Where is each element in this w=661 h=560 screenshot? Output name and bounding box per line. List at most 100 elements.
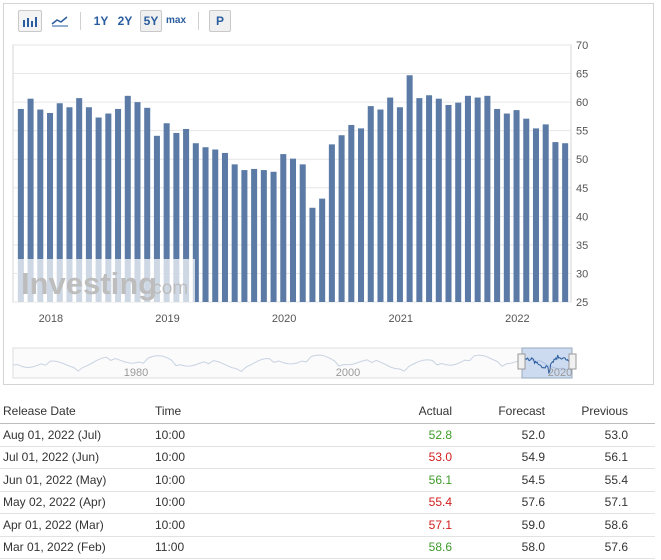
range-5y-button[interactable]: 5Y	[140, 10, 162, 32]
navigator	[12, 347, 573, 379]
bar	[455, 102, 462, 302]
bar	[387, 97, 394, 302]
x-tick-label: 2020	[272, 313, 296, 325]
range-2y-button[interactable]: 2Y	[117, 14, 133, 28]
time-cell: 10:00	[155, 472, 186, 487]
bar	[309, 207, 316, 302]
bar	[484, 95, 491, 302]
y-tick-label: 40	[576, 211, 588, 223]
bar	[474, 97, 481, 302]
bar	[377, 109, 384, 302]
bar	[299, 164, 306, 302]
bar	[523, 118, 530, 302]
y-tick-label: 60	[576, 97, 588, 109]
actual-cell: 57.1	[428, 517, 452, 532]
chart-panel: 1Y 2Y 5Y max P 25 30 35 40 45 50 55 60 65 70 2018 2…	[3, 3, 654, 385]
bar	[251, 168, 258, 302]
y-tick-label: 65	[576, 69, 588, 81]
y-tick-label: 30	[576, 268, 588, 280]
navigator-selection-trace	[521, 354, 573, 375]
forecast-cell: 52.0	[521, 427, 545, 442]
release-date-cell: Apr 01, 2022 (Mar)	[3, 517, 104, 532]
navigator-trace	[12, 354, 573, 373]
bar	[416, 98, 423, 302]
x-tick-label: 2019	[155, 313, 179, 325]
bar	[27, 98, 34, 302]
forecast-cell: 54.5	[521, 472, 545, 487]
header-forecast[interactable]: Forecast	[498, 404, 545, 418]
header-previous[interactable]: Previous	[581, 404, 628, 418]
bar-chart-type-button[interactable]	[18, 10, 42, 32]
bar	[260, 170, 267, 302]
watermark-brand: Investing	[21, 266, 157, 301]
table-row: May 02, 2022 (Apr) 10:00 55.4 57.6 57.1	[0, 492, 655, 514]
header-time[interactable]: Time	[155, 404, 182, 418]
bar	[66, 107, 73, 302]
y-tick-label: 25	[576, 297, 588, 309]
bar	[406, 75, 413, 302]
bar	[562, 143, 569, 302]
release-date-cell: Mar 01, 2022 (Feb)	[3, 540, 106, 555]
previous-cell: 58.6	[604, 517, 628, 532]
bar	[338, 135, 345, 302]
watermark-suffix: .com	[147, 278, 188, 299]
bar	[367, 106, 374, 302]
range-max-button[interactable]: max	[165, 15, 186, 26]
bar	[192, 143, 199, 302]
bar	[464, 95, 471, 302]
table-row: Mar 01, 2022 (Feb) 11:00 58.6 58.0 57.6	[0, 537, 655, 559]
navigator-right-handle	[568, 353, 577, 370]
previous-cell: 56.1	[604, 450, 628, 465]
bar	[173, 132, 180, 302]
bar-chart-icon	[23, 17, 37, 27]
chart-canvas: 25 30 35 40 45 50 55 60 65 70 2018 2019 2020 2021 2022…	[12, 40, 588, 379]
forecast-cell: 57.6	[521, 495, 545, 510]
bar	[85, 107, 92, 302]
line-chart-icon	[51, 16, 68, 27]
previous-cell: 53.0	[604, 427, 628, 442]
bar	[552, 142, 559, 302]
header-release-date[interactable]: Release Date	[3, 404, 76, 418]
bar	[153, 135, 160, 302]
navigator-year-label: 1980	[124, 367, 148, 379]
table-header-row: Release Date Time Actual Forecast Previo…	[0, 399, 655, 424]
navigator-year-label: 2000	[336, 367, 360, 379]
bar	[202, 147, 209, 302]
toolbar-separator	[80, 12, 81, 30]
navigator-left-handle	[517, 353, 526, 370]
actual-cell: 55.4	[428, 495, 452, 510]
bar	[328, 144, 335, 302]
bar	[47, 112, 54, 302]
table-row: Jun 01, 2022 (May) 10:00 56.1 54.5 55.4	[0, 469, 655, 492]
x-tick-label: 2018	[39, 313, 63, 325]
time-cell: 10:00	[155, 427, 186, 442]
actual-cell: 53.0	[428, 450, 452, 465]
actual-cell: 52.8	[428, 427, 452, 442]
release-date-cell: May 02, 2022 (Apr)	[3, 495, 106, 510]
table-row: Apr 01, 2022 (Mar) 10:00 57.1 59.0 58.6	[0, 514, 655, 537]
bar	[270, 171, 277, 302]
bar	[445, 104, 452, 302]
navigator-year-label: 2020	[548, 367, 572, 379]
actual-cell: 56.1	[428, 472, 452, 487]
p-button[interactable]: P	[209, 10, 231, 32]
bar	[348, 124, 355, 302]
bar	[134, 102, 141, 302]
bar	[503, 113, 510, 303]
header-actual[interactable]: Actual	[418, 404, 452, 418]
bar	[37, 109, 44, 302]
release-date-cell: Jul 01, 2022 (Jun)	[3, 450, 100, 465]
bar	[513, 110, 520, 303]
range-1y-button[interactable]: 1Y	[93, 14, 109, 28]
bar	[76, 98, 83, 302]
release-date-cell: Jun 01, 2022 (May)	[3, 472, 107, 487]
bar	[95, 117, 102, 302]
previous-cell: 57.1	[604, 495, 628, 510]
x-tick-label: 2021	[389, 313, 413, 325]
bar	[542, 124, 549, 302]
bar	[56, 103, 63, 303]
line-chart-type-button[interactable]	[48, 10, 72, 32]
bar	[163, 123, 170, 303]
bar	[17, 108, 24, 302]
forecast-cell: 54.9	[521, 450, 545, 465]
